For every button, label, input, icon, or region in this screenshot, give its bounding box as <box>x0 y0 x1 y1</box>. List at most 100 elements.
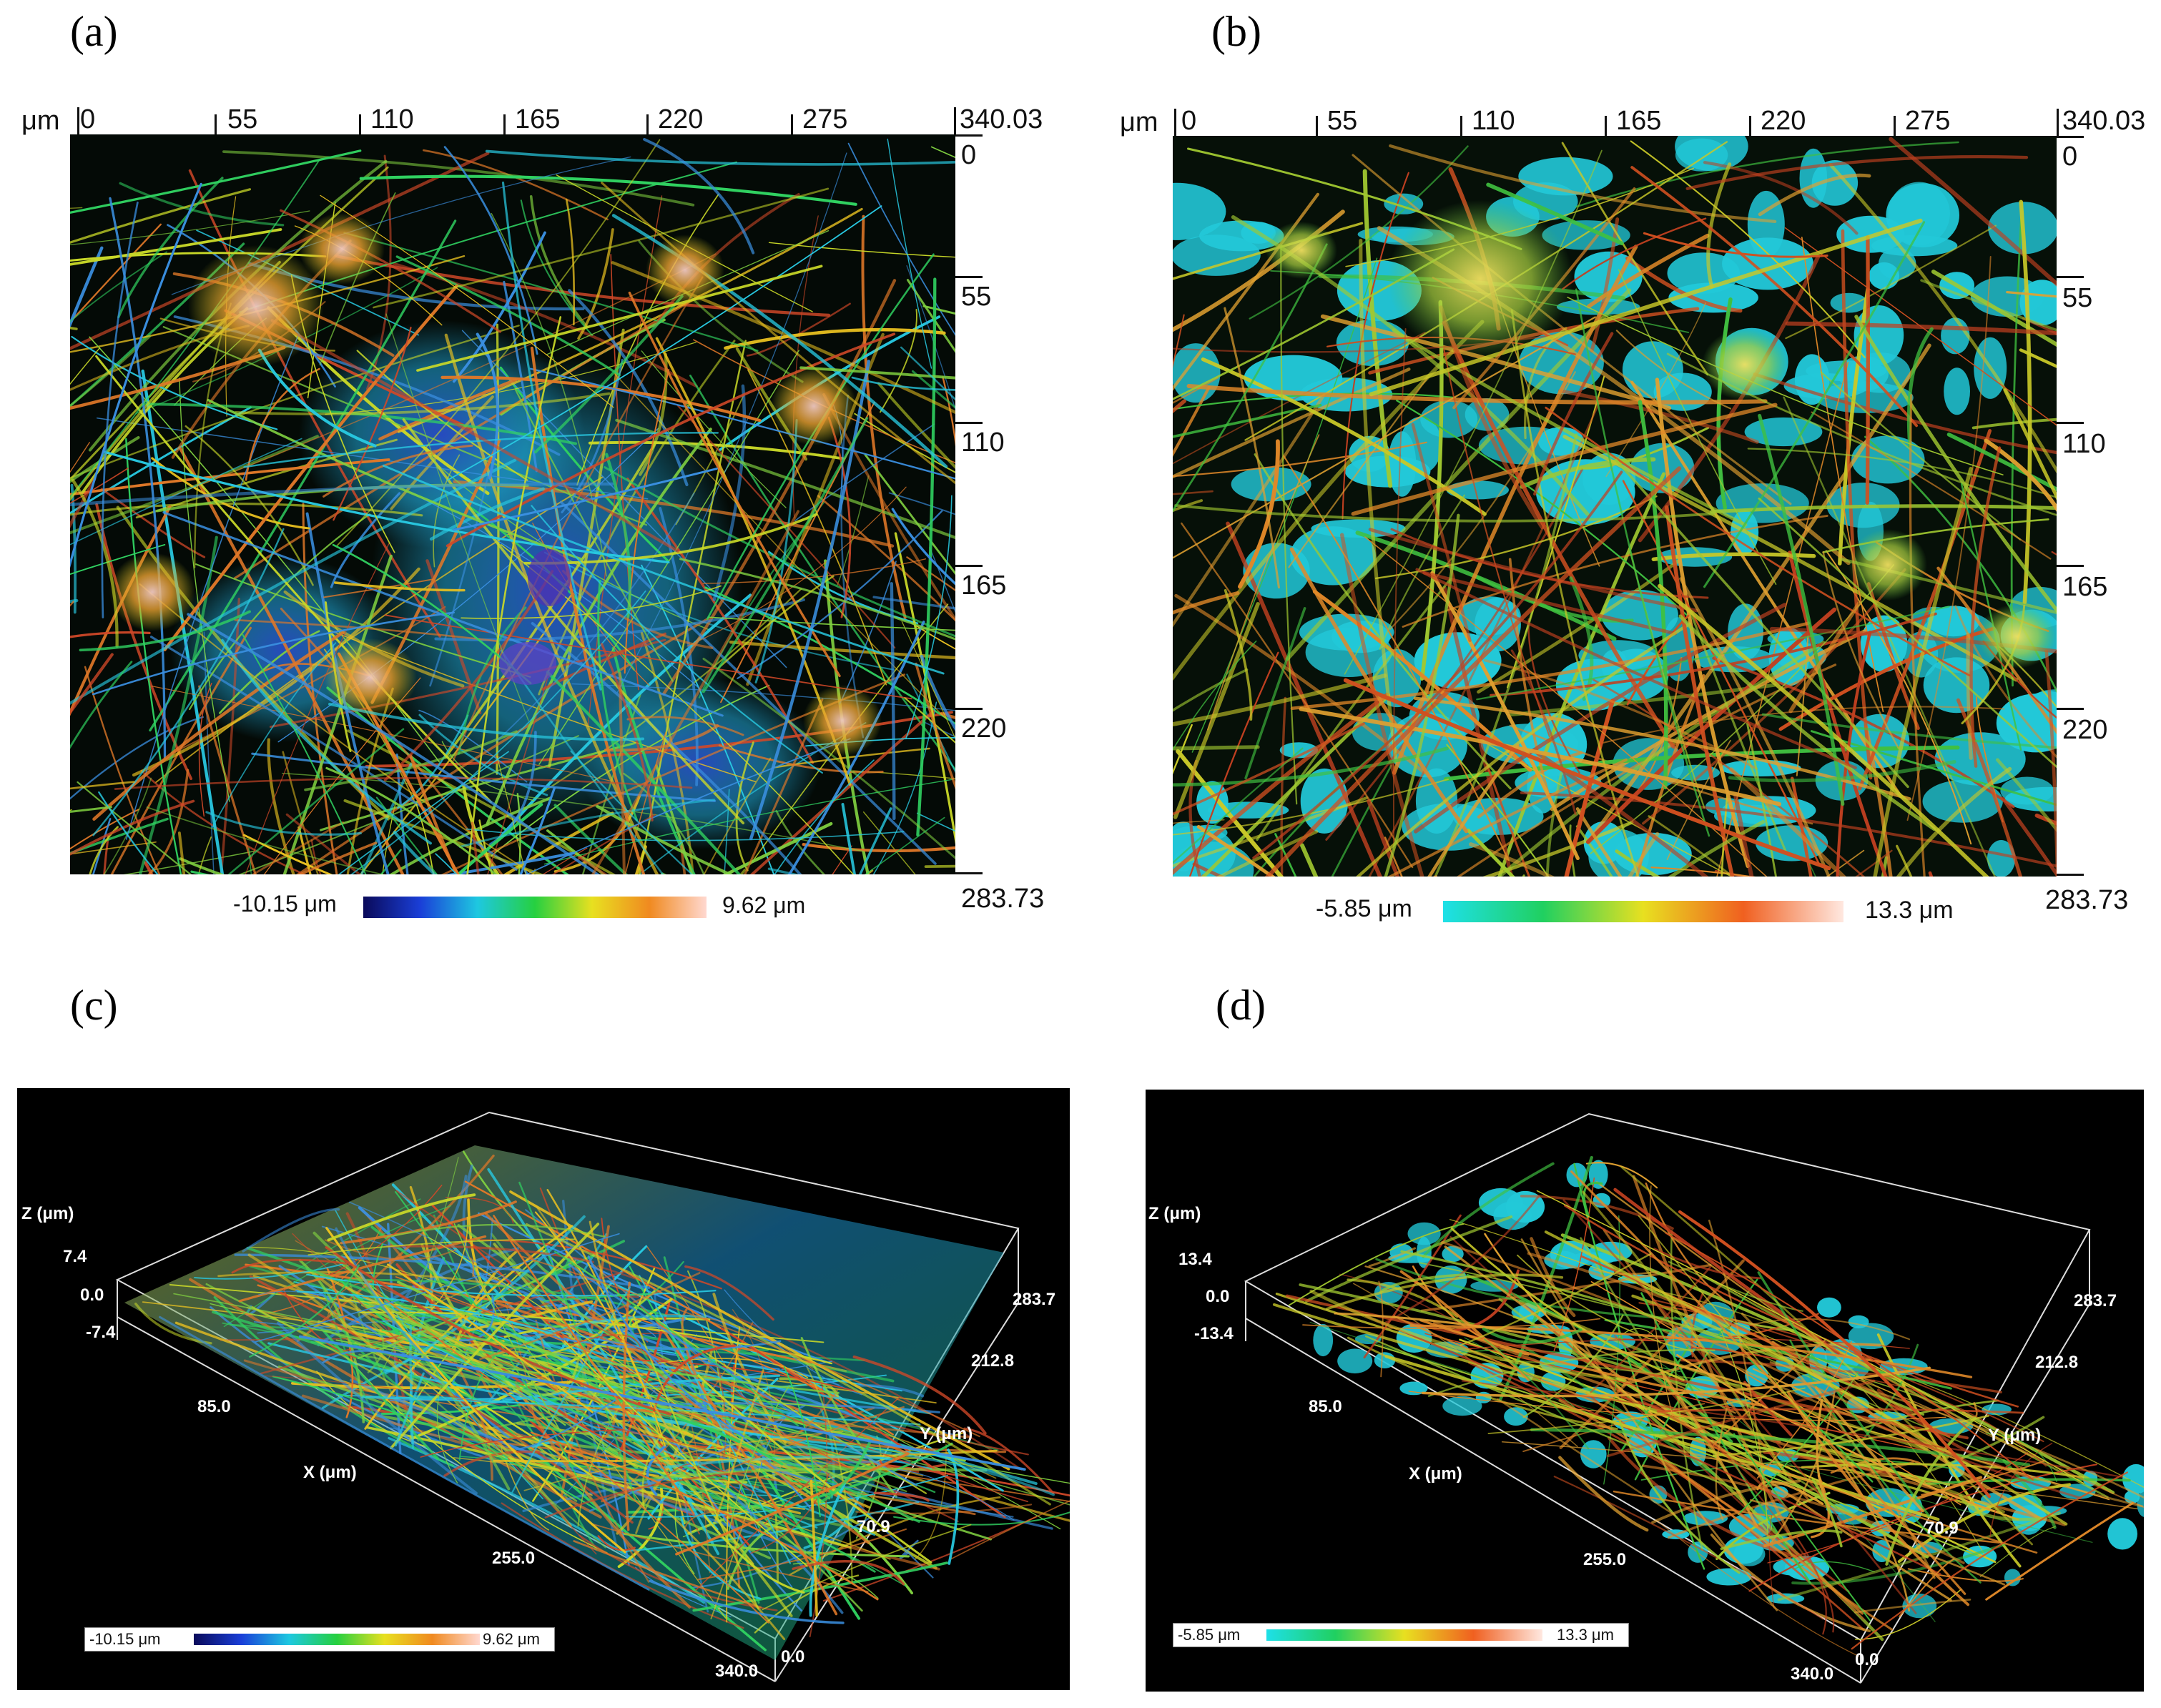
fiber-strand <box>1545 771 1563 877</box>
fiber-strand <box>1522 1314 1624 1418</box>
fiber-strand <box>641 350 787 508</box>
fiber-strand <box>433 454 461 568</box>
fiber-strand <box>416 265 823 372</box>
fiber-strand <box>1648 815 1735 877</box>
fiber-strand <box>1885 1416 1977 1566</box>
fiber-strand <box>1288 376 1429 568</box>
x-tick-mark <box>646 114 649 134</box>
fiber-strand <box>1575 825 1613 877</box>
fiber-strand <box>904 697 955 744</box>
fiber-strand <box>573 1540 762 1609</box>
fiber-strand <box>383 570 554 781</box>
panel-b-x-tick-label: 165 <box>1616 106 1662 136</box>
fiber-strand <box>528 1452 874 1533</box>
fiber-strand <box>820 1438 872 1503</box>
fiber-strand <box>1828 163 2057 474</box>
fiber-strand <box>1390 528 1709 599</box>
fiber-strand <box>1490 612 1937 697</box>
fiber-strand <box>373 187 830 309</box>
fiber-strand <box>70 406 252 515</box>
fiber-strand <box>570 750 694 874</box>
fiber-strand <box>523 513 818 565</box>
fiber-strand <box>1906 255 1992 821</box>
fiber-strand <box>553 804 629 874</box>
fiber-strand <box>2003 388 2057 501</box>
fiber-strand <box>1280 244 1298 805</box>
fiber-strand <box>873 1491 930 1502</box>
surface-patch <box>1733 1542 1766 1566</box>
fiber-strand <box>514 388 674 682</box>
fiber-strand <box>729 641 955 660</box>
surface-patch <box>1407 1222 1441 1245</box>
fiber-strand <box>920 654 955 731</box>
panel-c-colorbar <box>194 1634 480 1645</box>
fiber-strand <box>890 582 896 820</box>
fiber-strand <box>1369 218 1923 397</box>
fiber-strand <box>1368 1247 1417 1268</box>
fiber-strand <box>324 1239 457 1260</box>
fiber-strand <box>1173 314 1185 369</box>
fiber-strand <box>443 1450 541 1477</box>
fiber-strand <box>544 1471 752 1519</box>
fiber-strand <box>1186 384 1768 405</box>
fiber-strand <box>1854 315 2057 613</box>
surface-patch <box>1513 182 1578 221</box>
fiber-strand <box>95 355 493 804</box>
fiber-strand <box>95 503 193 781</box>
fiber-strand <box>1224 307 1280 589</box>
fiber-strand <box>1536 1190 2084 1484</box>
fiber-strand <box>1695 1306 1856 1397</box>
fiber-strand <box>507 1390 1014 1518</box>
panel-a-y-tick-label: 110 <box>961 428 1005 458</box>
y-tick-mark <box>955 872 983 874</box>
fiber-strand <box>1921 1460 2045 1496</box>
fiber-strand <box>618 671 626 874</box>
fiber-strand <box>704 1515 805 1594</box>
fiber-strand <box>1678 614 1936 831</box>
fiber-strand <box>523 1431 844 1491</box>
fiber-strand <box>675 1452 910 1556</box>
fiber-strand <box>70 335 151 408</box>
fiber-strand <box>1561 142 1709 376</box>
fiber-strand <box>649 1579 845 1624</box>
fiber-strand <box>1249 145 1469 320</box>
fiber-strand <box>877 382 955 470</box>
y-tick-mark <box>2057 565 2084 567</box>
panel-d-scale-max: 13.3 μm <box>1557 1626 1614 1644</box>
x-tick-mark <box>1460 116 1462 136</box>
fiber-strand <box>596 804 734 874</box>
fiber-strand <box>298 1335 1026 1471</box>
fiber-strand <box>906 556 955 591</box>
fiber-strand <box>1280 696 1287 877</box>
fiber-strand <box>1173 404 1322 438</box>
fiber-strand <box>1487 1387 1806 1435</box>
fiber-strand <box>600 643 654 821</box>
fiber-strand <box>466 316 562 874</box>
y-tick-mark <box>955 708 983 710</box>
fiber-strand <box>1201 357 1487 516</box>
fiber-strand <box>720 1327 1006 1519</box>
surface-patch <box>2004 1569 2021 1586</box>
fiber-strand <box>1785 321 2057 336</box>
fiber-strand <box>367 1323 385 1373</box>
fiber-strand <box>141 369 224 874</box>
fiber-strand <box>1359 239 1398 764</box>
fiber-strand <box>187 613 600 874</box>
fiber-strand <box>1786 1391 1970 1606</box>
fiber-strand <box>221 638 432 845</box>
fiber-strand <box>298 1259 365 1423</box>
fiber-strand <box>463 1150 573 1276</box>
surface-patch <box>1231 467 1311 502</box>
fiber-strand <box>1725 1425 2005 1514</box>
fiber-strand <box>1173 745 1260 751</box>
fiber-strand <box>501 181 602 691</box>
fiber-strand <box>452 1250 517 1353</box>
fiber-strand <box>386 1223 606 1238</box>
fiber-strand <box>1613 1490 2001 1544</box>
fiber-strand <box>1181 522 1414 869</box>
fiber-strand <box>1396 400 1690 618</box>
fiber-strand <box>1896 844 1913 877</box>
fiber-strand <box>1720 1529 1843 1551</box>
panel-b-y-tick-label: 283.73 <box>2045 885 2129 915</box>
panel-d-z-tick: 13.4 <box>1178 1250 1212 1269</box>
